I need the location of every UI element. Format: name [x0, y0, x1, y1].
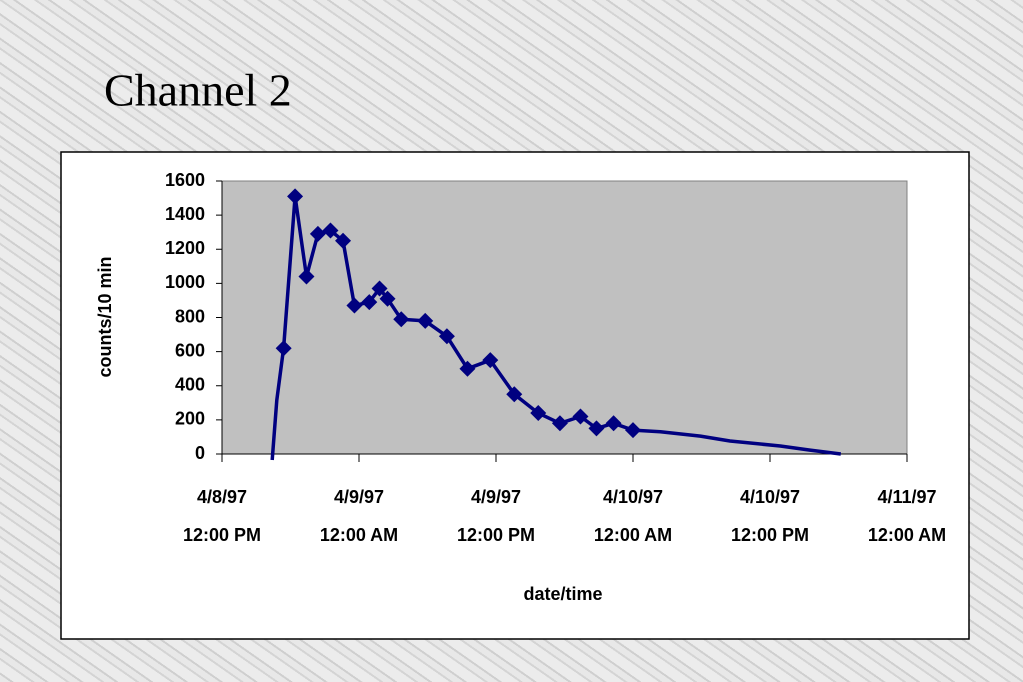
- x-tick-label: 4/10/97 12:00 AM: [593, 487, 673, 545]
- data-point: [530, 405, 547, 422]
- data-point: [361, 294, 378, 311]
- data-point: [572, 408, 589, 425]
- data-point: [298, 268, 315, 285]
- x-tick-label: 4/8/97 12:00 PM: [182, 487, 262, 545]
- data-point: [335, 232, 352, 249]
- y-tick-label: 400: [175, 375, 205, 395]
- data-point: [275, 340, 292, 357]
- y-tick-label: 1200: [165, 238, 205, 258]
- data-point: [551, 415, 568, 432]
- x-tick-label: 4/9/97 12:00 AM: [319, 487, 399, 545]
- data-point: [417, 312, 434, 329]
- data-point: [393, 311, 410, 328]
- data-point: [309, 225, 326, 242]
- y-tick-label: 200: [175, 409, 205, 429]
- data-line: [270, 194, 842, 461]
- data-point: [379, 290, 396, 307]
- data-point: [346, 297, 363, 314]
- x-tick-label: 4/11/97 12:00 AM: [867, 487, 947, 545]
- y-tick-label: 0: [195, 443, 205, 463]
- data-point: [438, 328, 455, 345]
- plot-area: [221, 180, 908, 455]
- data-point: [482, 352, 499, 369]
- data-point: [459, 360, 476, 377]
- y-tick-label: 1600: [165, 170, 205, 190]
- y-tick-label: 800: [175, 306, 205, 326]
- x-axis-title: date/time: [523, 584, 602, 604]
- x-tick-label: 4/10/97 12:00 PM: [730, 487, 810, 545]
- data-point: [605, 415, 622, 432]
- data-point: [322, 222, 339, 239]
- y-tick-label: 1000: [165, 272, 205, 292]
- data-point: [371, 280, 388, 297]
- y-tick-label: 1400: [165, 204, 205, 224]
- slide-title: Channel 2: [104, 65, 292, 116]
- data-point: [506, 386, 523, 403]
- y-axis-title: counts/10 min: [95, 256, 115, 377]
- data-point: [588, 420, 605, 437]
- y-tick-label: 600: [175, 340, 205, 360]
- data-point: [287, 188, 304, 205]
- x-tick-label: 4/9/97 12:00 PM: [456, 487, 536, 545]
- data-point: [625, 422, 641, 439]
